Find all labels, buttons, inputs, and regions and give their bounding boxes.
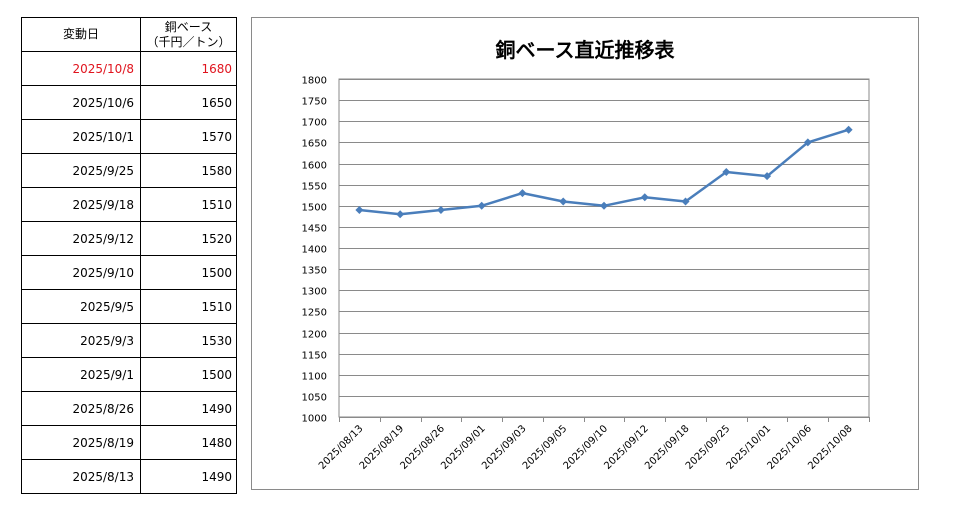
row-date: 2025/8/26: [21, 391, 141, 426]
row-price: 1520: [140, 221, 237, 256]
table-row: 2025/8/26 1490: [21, 391, 237, 426]
row-price: 1510: [140, 187, 237, 222]
row-date: 2025/10/6: [21, 85, 141, 120]
y-tick-label: 1550: [302, 182, 327, 193]
data-point-marker: [355, 205, 364, 214]
data-point-marker: [844, 125, 853, 134]
table-row: 2025/9/3 1530: [21, 323, 237, 358]
row-price: 1680: [140, 51, 237, 86]
line-chart: 1000 1050 1100 1150 1200 1250 1300 1350 1400 1450…: [302, 76, 870, 472]
y-tick-label: 1650: [302, 139, 327, 150]
table-row: 2025/9/18 1510: [21, 187, 237, 222]
row-price: 1490: [140, 459, 237, 494]
table-body: 2025/10/8 1680 2025/10/6 1650 2025/10/1 1570 2…: [21, 51, 237, 494]
row-price: 1480: [140, 425, 237, 460]
chart-container: 銅ベース直近推移表 1000 1050 1100 1150 1200 1250 1300 13…: [251, 17, 919, 490]
row-price: 1490: [140, 391, 237, 426]
y-tick-label: 1050: [302, 393, 327, 404]
y-tick-label: 1150: [302, 351, 327, 362]
row-date: 2025/10/8: [21, 51, 141, 86]
row-date: 2025/9/18: [21, 187, 141, 222]
table-row: 2025/8/13 1490: [21, 459, 237, 494]
price-table: 変動日 銅ベース （千円／トン） 2025/10/8 1680 2025/10/6 1…: [21, 17, 237, 494]
data-point-marker: [681, 197, 690, 206]
table-row: 2025/9/12 1520: [21, 221, 237, 256]
y-tick-label: 1200: [302, 330, 327, 341]
row-date: 2025/9/12: [21, 221, 141, 256]
y-tick-label: 1350: [302, 266, 327, 277]
table-row: 2025/8/19 1480: [21, 425, 237, 460]
y-tick-label: 1800: [302, 76, 327, 87]
row-date: 2025/9/1: [21, 357, 141, 392]
header-price: 銅ベース （千円／トン）: [140, 17, 237, 52]
row-price: 1530: [140, 323, 237, 358]
row-date: 2025/10/1: [21, 119, 141, 154]
table-row: 2025/9/25 1580: [21, 153, 237, 188]
table-row: 2025/9/1 1500: [21, 357, 237, 392]
chart-title: 銅ベース直近推移表: [495, 38, 675, 62]
table-row: 2025/9/5 1510: [21, 289, 237, 324]
row-date: 2025/8/19: [21, 425, 141, 460]
header-price-line1: 銅ベース: [164, 19, 213, 34]
y-tick-label: 1300: [302, 287, 327, 298]
row-date: 2025/8/13: [21, 459, 141, 494]
table-row: 2025/10/6 1650: [21, 85, 237, 120]
row-price: 1510: [140, 289, 237, 324]
y-tick-label: 1750: [302, 97, 327, 108]
y-tick-label: 1250: [302, 308, 327, 319]
table-header-row: 変動日 銅ベース （千円／トン）: [21, 17, 237, 52]
y-tick-label: 1000: [302, 414, 327, 425]
row-price: 1500: [140, 255, 237, 290]
row-date: 2025/9/10: [21, 255, 141, 290]
header-date: 変動日: [21, 17, 141, 52]
data-point-marker: [640, 193, 649, 202]
y-tick-label: 1400: [302, 245, 327, 256]
data-point-marker: [559, 197, 568, 206]
data-point-marker: [803, 138, 812, 147]
y-tick-label: 1450: [302, 224, 327, 235]
data-point-marker: [396, 210, 405, 219]
row-date: 2025/9/3: [21, 323, 141, 358]
y-tick-label: 1500: [302, 203, 327, 214]
table-row: 2025/9/10 1500: [21, 255, 237, 290]
data-point-marker: [600, 201, 608, 210]
data-point-marker: [436, 205, 445, 214]
y-tick-label: 1600: [302, 161, 327, 172]
y-tick-label: 1700: [302, 118, 327, 129]
data-point-marker: [763, 172, 772, 181]
data-point-marker: [518, 189, 527, 198]
header-price-line2: （千円／トン）: [146, 34, 231, 49]
row-date: 2025/9/25: [21, 153, 141, 188]
data-point-marker: [477, 201, 486, 210]
y-tick-label: 1100: [302, 372, 327, 383]
table-row: 2025/10/8 1680: [21, 51, 237, 86]
table-row: 2025/10/1 1570: [21, 119, 237, 154]
row-price: 1650: [140, 85, 237, 120]
row-price: 1580: [140, 153, 237, 188]
row-price: 1570: [140, 119, 237, 154]
row-price: 1500: [140, 357, 237, 392]
row-date: 2025/9/5: [21, 289, 141, 324]
data-point-marker: [722, 167, 731, 176]
